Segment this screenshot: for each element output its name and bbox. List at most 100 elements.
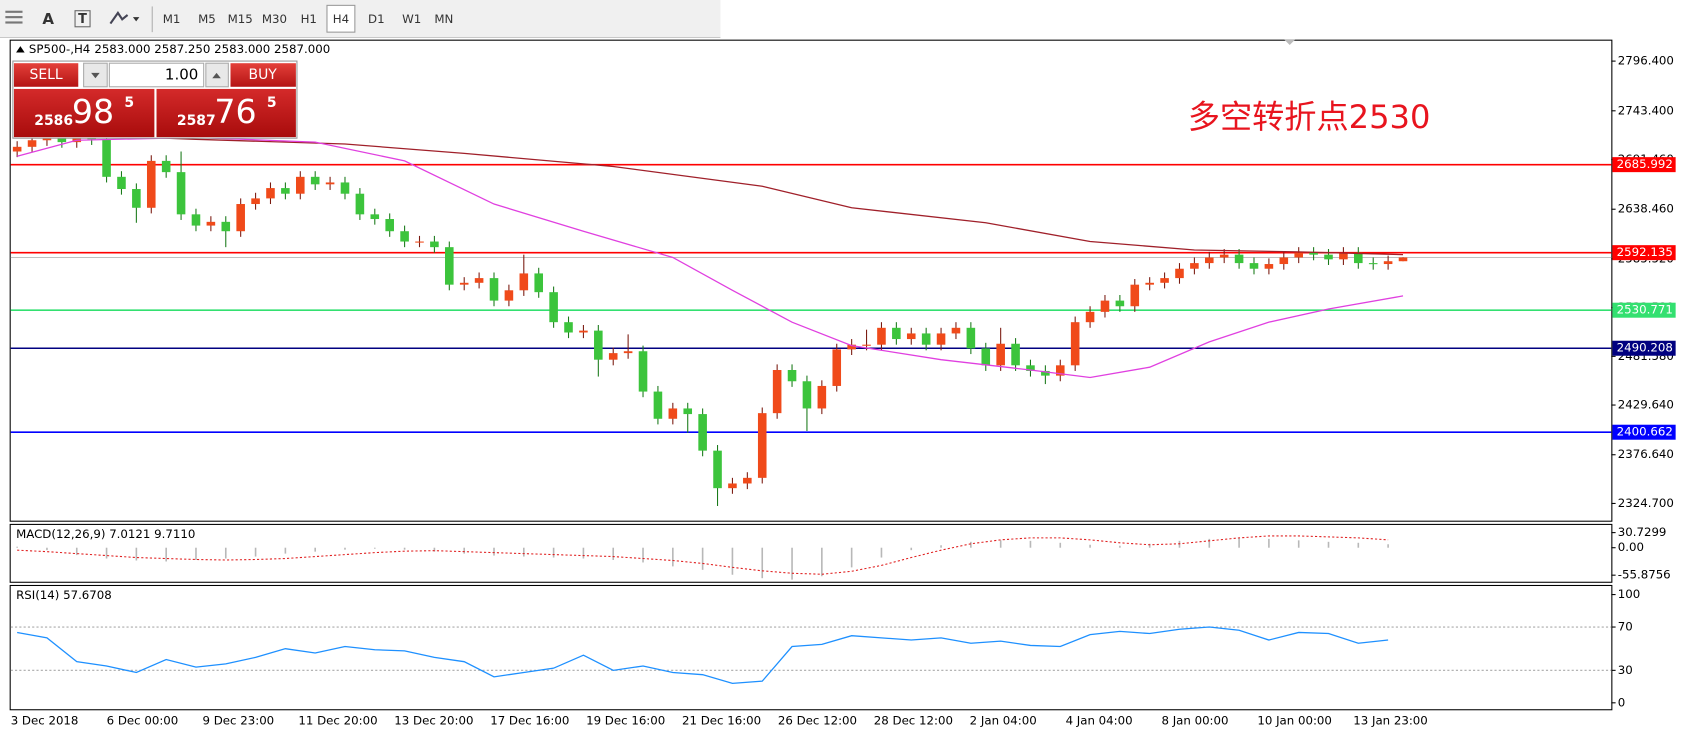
macd-bar [314, 547, 316, 552]
candle-body [877, 327, 886, 345]
level-label-bg [1612, 245, 1676, 261]
macd-bar [403, 547, 406, 550]
y-tick-label: 2796.400 [1618, 54, 1674, 68]
sell-button[interactable] [13, 63, 79, 87]
x-tick-label: 11 Dec 20:00 [298, 714, 377, 728]
buy-label[interactable]: BUY [249, 67, 278, 83]
volume-input[interactable] [108, 62, 205, 88]
macd-title: MACD(12,26,9) 7.0121 9.7110 [16, 527, 195, 541]
macd-bar [672, 547, 674, 567]
timeframe-button[interactable]: H4 [333, 12, 349, 26]
candle-body [355, 193, 365, 215]
y-tick-label: 2376.640 [1618, 447, 1674, 461]
candle-body [1160, 278, 1169, 283]
macd-bar [254, 547, 257, 557]
candle-body [906, 333, 916, 340]
macd-bar [1029, 540, 1032, 548]
candle-body [1085, 311, 1095, 323]
macd-bar [970, 541, 972, 548]
y-tick-label: 2324.700 [1618, 496, 1674, 510]
label-tool-box[interactable] [74, 10, 91, 28]
buy-price-box[interactable] [156, 88, 296, 138]
timeframe-button[interactable]: MN [434, 12, 453, 26]
macd-bar [1297, 540, 1300, 548]
timeframe-button[interactable]: W1 [402, 12, 421, 26]
active-timeframe[interactable] [326, 4, 356, 33]
level-label-bg [1612, 340, 1676, 356]
candle-body [1011, 343, 1020, 366]
sell-label[interactable]: SELL [30, 67, 63, 83]
trade-panel: SELL 1.00 BUY 2586 98 5 2587 76 5 [12, 60, 298, 139]
candle-body [564, 322, 573, 333]
candle-body [176, 172, 186, 215]
macd-bar [1119, 545, 1121, 548]
chart-title: SP500-,H4 [29, 42, 90, 56]
candle-body [1219, 254, 1229, 258]
sell-price-box[interactable] [13, 88, 155, 138]
candle-body [608, 353, 618, 360]
candle-body [400, 231, 409, 242]
candle-body [862, 344, 871, 346]
candle-body [698, 414, 707, 451]
volume-value[interactable]: 1.00 [165, 65, 198, 83]
timeframe-button[interactable]: M5 [198, 12, 216, 26]
candle-body [802, 381, 812, 409]
candle-body [161, 160, 171, 173]
x-tick-label: 9 Dec 23:00 [203, 714, 275, 728]
candle-body [683, 408, 693, 415]
grip-icon[interactable] [5, 10, 23, 24]
shapes-tool[interactable] [109, 10, 140, 25]
y-tick-label: 0 [1618, 695, 1626, 709]
timeframe-button[interactable]: D1 [368, 12, 385, 26]
macd-bar [791, 547, 793, 580]
buy-button[interactable] [230, 63, 296, 87]
candle-body [310, 176, 320, 185]
y-tick-label: 30 [1618, 663, 1633, 677]
candle-body [430, 241, 439, 248]
x-tick-label: 4 Jan 04:00 [1066, 714, 1133, 728]
rsi-title: RSI(14) 57.6708 [16, 588, 112, 602]
candle-body [1279, 257, 1289, 265]
timeframe-button[interactable]: H1 [301, 12, 317, 26]
macd-bar [46, 547, 48, 551]
y-tick-label: -55.8756 [1618, 568, 1671, 582]
x-tick-label: 19 Dec 16:00 [586, 714, 665, 728]
candle-body [638, 351, 648, 392]
x-tick-label: 26 Dec 12:00 [778, 714, 857, 728]
candle-body [534, 273, 544, 293]
label-tool[interactable]: T [78, 12, 87, 27]
macd-bar [1208, 538, 1211, 548]
macd-bar [1387, 544, 1389, 548]
timeframe-button[interactable]: M15 [228, 12, 253, 26]
header-arrow[interactable] [16, 46, 25, 53]
candle-body [1175, 268, 1184, 279]
macd-bar [1059, 542, 1062, 548]
x-tick-label: 13 Jan 23:00 [1353, 714, 1428, 728]
toolbar: A T M1 M5 M15 M30 H1 H4 D1 W1 MN [0, 0, 721, 39]
candle-body [1294, 252, 1303, 258]
candle-body [713, 450, 722, 489]
candle-body [281, 188, 290, 194]
macd-bar [999, 540, 1002, 548]
text-tool[interactable]: A [42, 10, 54, 28]
timeframe-button[interactable]: M30 [262, 12, 287, 26]
macd-bar [463, 547, 466, 554]
candle-body [623, 351, 633, 354]
macd-panel [9, 523, 1613, 583]
candle-body [1145, 282, 1154, 285]
candle-body [1041, 370, 1050, 376]
candle-body [340, 182, 350, 194]
macd-bar [552, 547, 555, 558]
macd-bar [1089, 544, 1091, 548]
macd-bar [75, 547, 78, 556]
candle-body [757, 413, 767, 478]
candle-body [206, 221, 216, 226]
candle-body [728, 483, 737, 489]
x-tick-label: 8 Jan 00:00 [1161, 714, 1228, 728]
candle-body [445, 247, 454, 285]
annotation: 多空转折点2530 [1188, 98, 1431, 136]
candle-body [892, 327, 901, 340]
candle-body [1115, 300, 1125, 307]
candle-body [221, 221, 231, 232]
timeframe-button[interactable]: M1 [163, 12, 181, 26]
